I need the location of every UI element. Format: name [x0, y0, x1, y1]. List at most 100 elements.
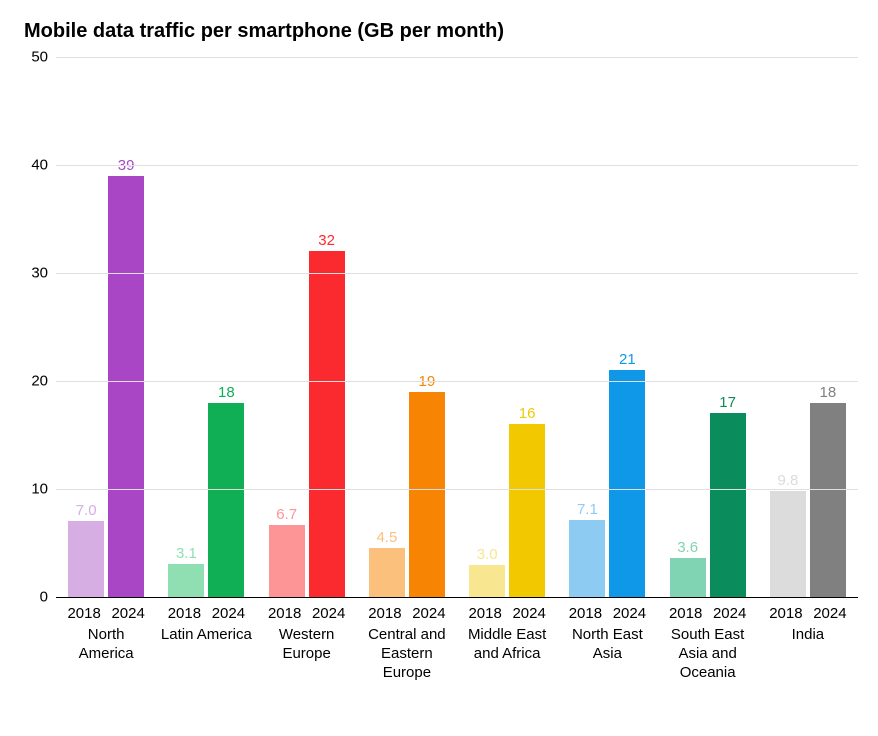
bar-holder: 4.5 — [369, 57, 405, 597]
x-region-label: South East Asia and Oceania — [660, 626, 755, 682]
x-axis-labels: 20182024North America20182024Latin Ameri… — [56, 605, 858, 682]
x-year-label: 2024 — [411, 605, 447, 622]
x-year-labels: 20182024 — [758, 605, 858, 622]
x-group-label: 20182024 Latin America — [156, 605, 256, 682]
bar-value-label: 6.7 — [276, 506, 297, 523]
bar-group: 4.5 19 — [357, 57, 457, 597]
x-year-label: 2018 — [567, 605, 603, 622]
grid-line — [56, 273, 858, 274]
bar — [609, 370, 645, 597]
x-year-label: 2018 — [267, 605, 303, 622]
x-region-label: Latin America — [159, 626, 254, 645]
bar-holder: 21 — [609, 57, 645, 597]
x-year-label: 2018 — [668, 605, 704, 622]
x-year-label: 2024 — [611, 605, 647, 622]
bar-value-label: 7.1 — [577, 501, 598, 518]
bar-holder: 9.8 — [770, 57, 806, 597]
x-year-labels: 2018 2024 — [257, 605, 357, 622]
bar — [269, 525, 305, 597]
bar-holder: 17 — [710, 57, 746, 597]
bar-value-label: 18 — [820, 384, 837, 401]
x-year-label: 2018 — [367, 605, 403, 622]
chart: 7.0393.118 6.7 32 4.5 19 3.0 16 7.1 21 3.6 17 9.8 18… — [20, 57, 858, 717]
x-group-label: 2018 2024 Western Europe — [257, 605, 357, 682]
bar-group: 7.1 21 — [557, 57, 657, 597]
bar-groups: 7.0393.118 6.7 32 4.5 19 3.0 16 7.1 21 3.6 17 9.8 18 — [56, 57, 858, 597]
bar — [710, 413, 746, 597]
bar — [670, 558, 706, 597]
bar-group: 3.118 — [156, 57, 256, 597]
bar-value-label: 3.6 — [677, 539, 698, 556]
bar-holder: 7.1 — [569, 57, 605, 597]
x-year-label: 2024 — [311, 605, 347, 622]
bar-value-label: 32 — [318, 232, 335, 249]
bar-holder: 32 — [309, 57, 345, 597]
bar-group: 7.039 — [56, 57, 156, 597]
x-year-labels: 2018 2024 — [557, 605, 657, 622]
bar-group: 6.7 32 — [257, 57, 357, 597]
bar — [369, 548, 405, 597]
x-group-label: 2018 2024 South East Asia and Oceania — [658, 605, 758, 682]
bar-holder: 18 — [810, 57, 846, 597]
bar — [810, 403, 846, 597]
bar — [469, 565, 505, 597]
x-year-label: 2024 — [110, 605, 146, 622]
bar-holder: 16 — [509, 57, 545, 597]
x-region-label: India — [760, 626, 855, 645]
bar — [309, 251, 345, 597]
x-region-label: North America — [59, 626, 154, 664]
chart-title: Mobile data traffic per smartphone (GB p… — [24, 20, 858, 43]
bar-value-label: 3.0 — [477, 546, 498, 563]
y-tick-label: 40 — [20, 157, 48, 174]
x-axis-line — [56, 597, 858, 598]
x-group-label: 2018 2024 North East Asia — [557, 605, 657, 682]
x-year-labels: 2018 2024 — [457, 605, 557, 622]
bar — [68, 521, 104, 597]
plot-area: 7.0393.118 6.7 32 4.5 19 3.0 16 7.1 21 3.6 17 9.8 18 — [56, 57, 858, 597]
x-year-labels: 2018 2024 — [357, 605, 457, 622]
bar — [409, 392, 445, 597]
y-tick-label: 30 — [20, 265, 48, 282]
x-group-label: 20182024 India — [758, 605, 858, 682]
bar — [208, 403, 244, 597]
bar-holder: 19 — [409, 57, 445, 597]
x-year-labels: 2018 2024 — [658, 605, 758, 622]
bar-value-label: 3.1 — [176, 545, 197, 562]
bar-group: 3.0 16 — [457, 57, 557, 597]
x-year-labels: 2018 2024 — [56, 605, 156, 622]
x-region-label: Western Europe — [259, 626, 354, 664]
x-year-label: 2018 — [467, 605, 503, 622]
x-year-label: 2024 — [712, 605, 748, 622]
x-region-label: North East Asia — [560, 626, 655, 664]
bar-value-label: 7.0 — [76, 502, 97, 519]
bar-value-label: 16 — [519, 405, 536, 422]
bar — [509, 424, 545, 597]
y-tick-label: 10 — [20, 481, 48, 498]
bar-holder: 3.0 — [469, 57, 505, 597]
bar — [168, 564, 204, 597]
x-group-label: 2018 2024 North America — [56, 605, 156, 682]
x-year-label: 2018 — [66, 605, 102, 622]
bar-value-label: 21 — [619, 351, 636, 368]
y-tick-label: 50 — [20, 49, 48, 66]
x-year-labels: 20182024 — [156, 605, 256, 622]
bar-group: 3.6 17 — [658, 57, 758, 597]
x-group-label: 2018 2024 Middle East and Africa — [457, 605, 557, 682]
x-year-label: 2024 — [812, 605, 848, 622]
bar — [569, 520, 605, 597]
bar — [108, 176, 144, 597]
grid-line — [56, 489, 858, 490]
bar-holder: 6.7 — [269, 57, 305, 597]
y-tick-label: 20 — [20, 373, 48, 390]
x-group-label: 2018 2024 Central and Eastern Europe — [357, 605, 457, 682]
bar-value-label: 4.5 — [376, 529, 397, 546]
x-region-label: Central and Eastern Europe — [359, 626, 454, 682]
grid-line — [56, 165, 858, 166]
x-year-label: 2024 — [511, 605, 547, 622]
x-region-label: Middle East and Africa — [460, 626, 555, 664]
bar — [770, 491, 806, 597]
bar-holder: 7.0 — [68, 57, 104, 597]
bar-holder: 3.1 — [168, 57, 204, 597]
y-tick-label: 0 — [20, 589, 48, 606]
bar-value-label: 17 — [719, 394, 736, 411]
